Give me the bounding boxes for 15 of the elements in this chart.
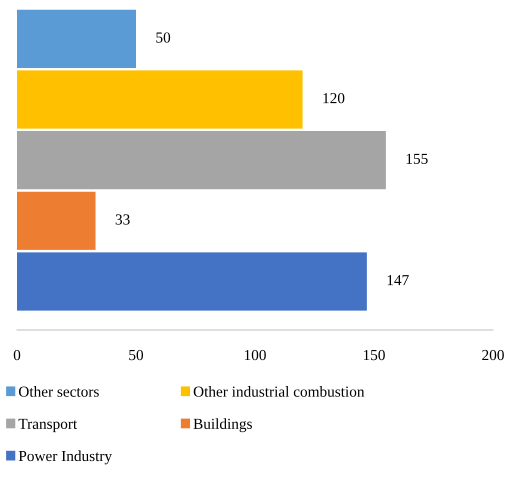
x-tick-label: 100 [244,350,266,360]
x-tick-label: 50 [129,350,144,360]
data-label: 120 [323,93,344,104]
legend-label: Other industrial combustion [194,386,364,397]
legend-label: Transport [18,418,78,432]
data-label: 155 [406,154,428,164]
x-tick-label: 0 [14,350,20,360]
legend-label: Power Industry [18,450,112,464]
data-label: 147 [388,275,409,286]
x-tick-label: 200 [482,350,504,360]
data-label: 50 [156,32,170,43]
legend-label: Buildings [194,418,252,432]
legend-label: Other sectors [18,386,99,397]
data-label: 33 [116,214,130,225]
x-tick-label: 150 [364,350,385,360]
